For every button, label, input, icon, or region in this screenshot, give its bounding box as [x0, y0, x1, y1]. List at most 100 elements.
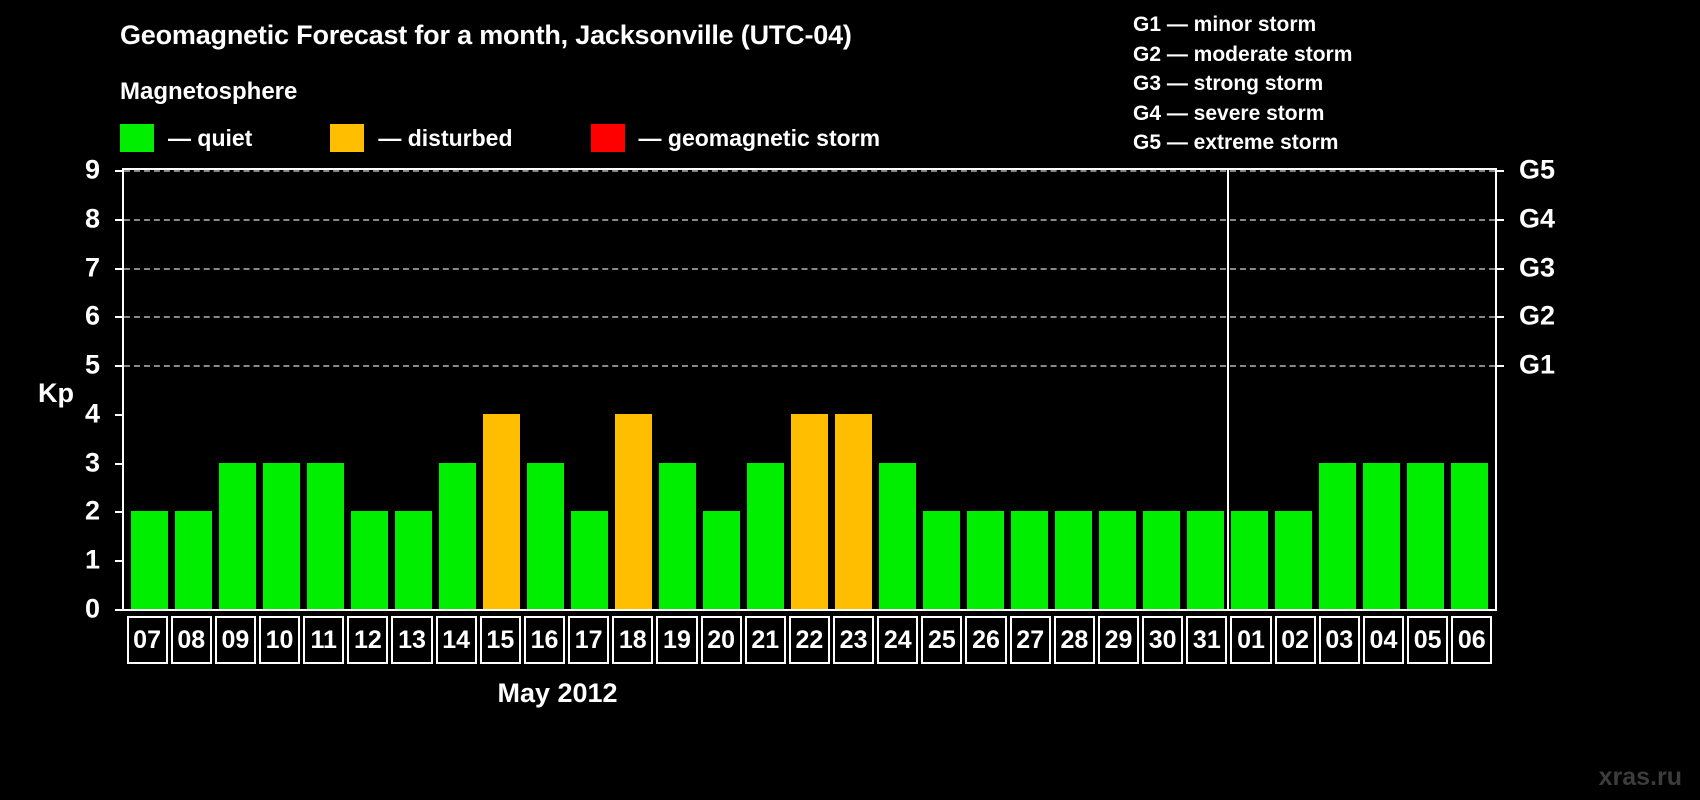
bar[interactable] — [1407, 462, 1445, 609]
date-label-21[interactable]: 21 — [744, 616, 786, 664]
bar-cell[interactable] — [1228, 170, 1272, 609]
date-label-16[interactable]: 16 — [523, 616, 566, 664]
g-axis-tick-label: G1 — [1519, 349, 1556, 380]
bar[interactable] — [702, 511, 740, 609]
g-axis-tick-label: G2 — [1519, 300, 1556, 331]
date-label-14[interactable]: 14 — [435, 616, 477, 664]
date-label-31[interactable]: 31 — [1186, 616, 1228, 664]
date-label-15[interactable]: 15 — [479, 616, 521, 664]
y-axis-tick-label: 3 — [84, 447, 100, 478]
bar-cell[interactable] — [964, 170, 1008, 609]
bar-cell[interactable] — [787, 170, 831, 609]
bar[interactable] — [130, 511, 168, 609]
bar[interactable] — [174, 511, 212, 609]
bar[interactable] — [658, 462, 696, 609]
bar-cell[interactable] — [523, 170, 567, 609]
bar-cell[interactable] — [1096, 170, 1140, 609]
date-label-28[interactable]: 28 — [1053, 616, 1095, 664]
bar-cell[interactable] — [876, 170, 920, 609]
date-label-30[interactable]: 30 — [1142, 616, 1184, 664]
bar-cell[interactable] — [435, 170, 479, 609]
bar-cell[interactable] — [1448, 170, 1492, 609]
date-label-04[interactable]: 04 — [1362, 616, 1405, 664]
bar-cell[interactable] — [832, 170, 876, 609]
bar[interactable] — [923, 511, 961, 609]
date-label-25[interactable]: 25 — [921, 616, 963, 664]
bar-cell[interactable] — [655, 170, 699, 609]
legend-heading: Magnetosphere — [120, 78, 298, 105]
bar-cell[interactable] — [1008, 170, 1052, 609]
date-label-02[interactable]: 02 — [1274, 616, 1316, 664]
date-label-09[interactable]: 09 — [214, 616, 256, 664]
date-label-03[interactable]: 03 — [1318, 616, 1360, 664]
bar[interactable] — [350, 511, 388, 609]
bar-cell[interactable] — [699, 170, 743, 609]
date-label-13[interactable]: 13 — [391, 616, 433, 664]
bar[interactable] — [570, 511, 608, 609]
date-label-10[interactable]: 10 — [258, 616, 301, 664]
bar-cell[interactable] — [1140, 170, 1184, 609]
bar[interactable] — [1451, 462, 1489, 609]
gridline — [124, 267, 1495, 270]
bar-cell[interactable] — [1052, 170, 1096, 609]
date-label-20[interactable]: 20 — [700, 616, 742, 664]
date-label-24[interactable]: 24 — [877, 616, 919, 664]
date-label-12[interactable]: 12 — [347, 616, 389, 664]
date-label-01[interactable]: 01 — [1230, 616, 1272, 664]
bar[interactable] — [1231, 511, 1269, 609]
bar[interactable] — [1011, 511, 1049, 609]
bar[interactable] — [394, 511, 432, 609]
bar[interactable] — [526, 462, 564, 609]
bar[interactable] — [879, 462, 917, 609]
date-label-17[interactable]: 17 — [568, 616, 610, 664]
bar-cell[interactable] — [391, 170, 435, 609]
bar[interactable] — [218, 462, 256, 609]
bar-cell[interactable] — [1404, 170, 1448, 609]
bar[interactable] — [967, 511, 1005, 609]
gscale-legend: G1 — minor storm G2 — moderate storm G3 … — [1133, 10, 1352, 158]
bar-cell[interactable] — [567, 170, 611, 609]
bar[interactable] — [790, 413, 828, 609]
bar[interactable] — [1363, 462, 1401, 609]
bar[interactable] — [1319, 462, 1357, 609]
date-label-05[interactable]: 05 — [1407, 616, 1449, 664]
bar-cell[interactable] — [1316, 170, 1360, 609]
date-label-19[interactable]: 19 — [656, 616, 698, 664]
bar[interactable] — [1275, 511, 1313, 609]
bar[interactable] — [1143, 511, 1181, 609]
date-label-29[interactable]: 29 — [1097, 616, 1140, 664]
bar[interactable] — [614, 413, 652, 609]
bar-cell[interactable] — [1184, 170, 1228, 609]
bar[interactable] — [1187, 511, 1225, 609]
date-label-22[interactable]: 22 — [788, 616, 830, 664]
bar-cell[interactable] — [1272, 170, 1316, 609]
date-label-08[interactable]: 08 — [170, 616, 212, 664]
bar[interactable] — [746, 462, 784, 609]
date-label-11[interactable]: 11 — [303, 616, 345, 664]
bar-cell[interactable] — [743, 170, 787, 609]
bar-cell[interactable] — [127, 170, 171, 609]
bar-cell[interactable] — [920, 170, 964, 609]
date-label-18[interactable]: 18 — [612, 616, 654, 664]
bar-cell[interactable] — [259, 170, 303, 609]
bar[interactable] — [482, 413, 520, 609]
bar[interactable] — [835, 413, 873, 609]
date-label-26[interactable]: 26 — [965, 616, 1007, 664]
bar-cell[interactable] — [303, 170, 347, 609]
bar[interactable] — [306, 462, 344, 609]
bar-cell[interactable] — [479, 170, 523, 609]
bar[interactable] — [262, 462, 300, 609]
bar-cell[interactable] — [1360, 170, 1404, 609]
date-label-27[interactable]: 27 — [1009, 616, 1051, 664]
date-label-06[interactable]: 06 — [1451, 616, 1493, 664]
date-label-07[interactable]: 07 — [126, 616, 168, 664]
bar-cell[interactable] — [171, 170, 215, 609]
bar-cell[interactable] — [347, 170, 391, 609]
bar[interactable] — [1099, 511, 1137, 609]
bar[interactable] — [438, 462, 476, 609]
g-axis-labels: G1 G2 G3 G4 G5 — [1499, 155, 1679, 611]
bar-cell[interactable] — [215, 170, 259, 609]
date-label-23[interactable]: 23 — [833, 616, 875, 664]
bar-cell[interactable] — [611, 170, 655, 609]
bar[interactable] — [1055, 511, 1093, 609]
